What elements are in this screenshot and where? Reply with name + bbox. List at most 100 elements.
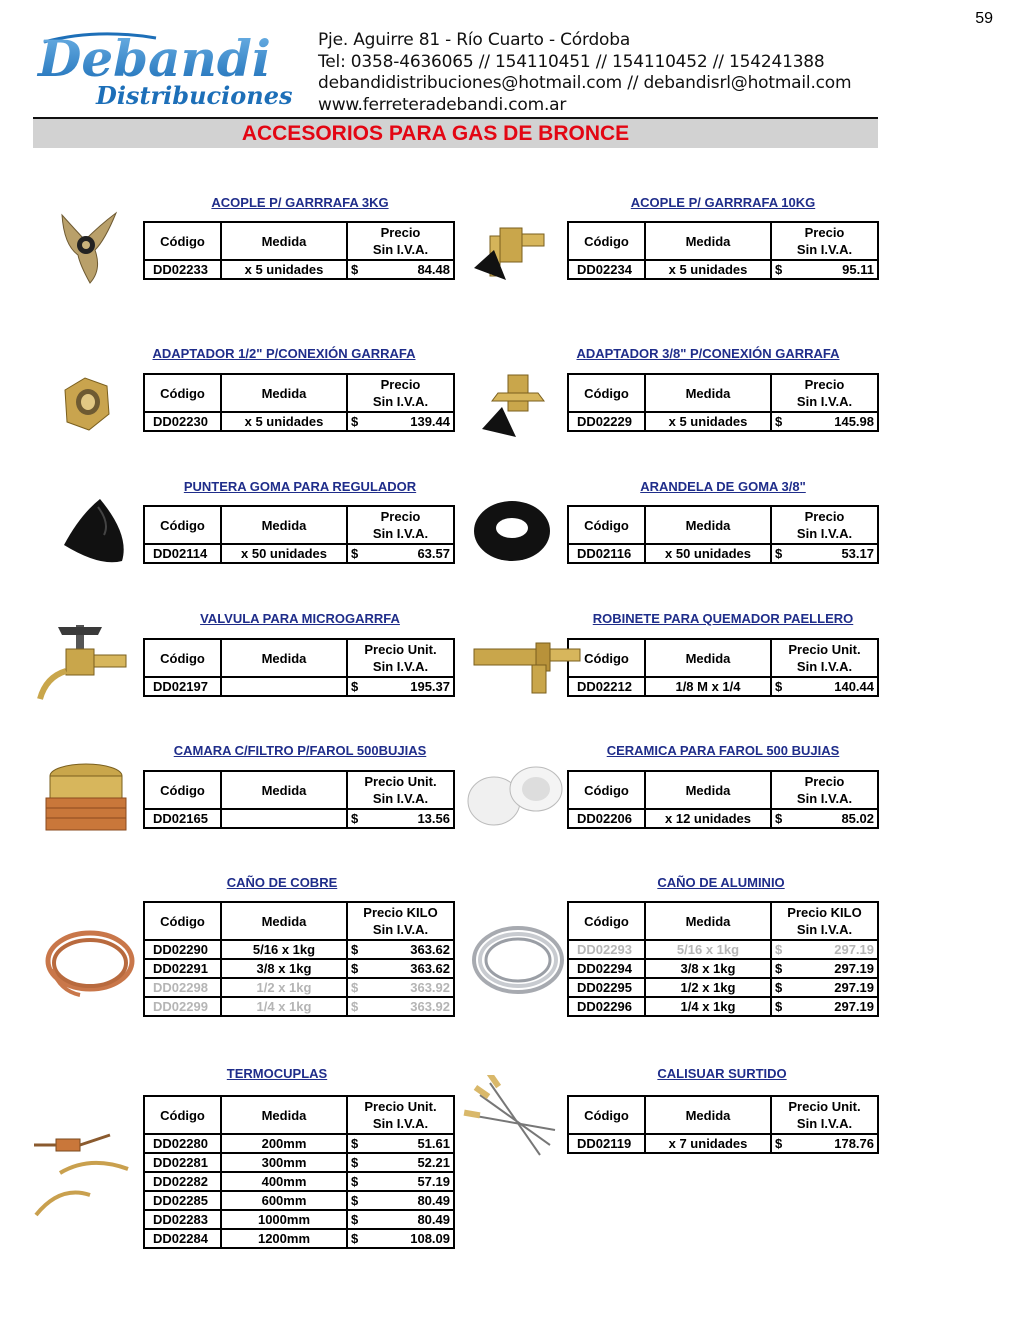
product-code: DD02230 [143, 411, 222, 432]
price-value: 363.92 [410, 999, 450, 1014]
product-price: $297.19 [770, 939, 879, 960]
product-code: DD02119 [567, 1133, 646, 1154]
price-value: 297.19 [834, 999, 874, 1014]
table-row: DD02294 3/8 x 1kg $297.19 [567, 958, 879, 979]
price-table: Código Medida Precio Sin I.V.A. DD02230 x 5 u… [143, 373, 455, 432]
product-price: $145.98 [770, 411, 879, 432]
currency-symbol: $ [775, 942, 783, 957]
filter-chamber-image [45, 763, 127, 831]
product-measure: 1/8 M x 1/4 [644, 676, 772, 697]
product-code: DD02293 [567, 939, 646, 960]
product-measure: 1200mm [220, 1228, 348, 1249]
product-price: $84.48 [346, 259, 455, 280]
product-measure: x 5 unidades [644, 259, 772, 280]
price-table: Código Medida Precio Unit. Sin I.V.A. DD0216… [143, 770, 455, 829]
product-title: CAMARA C/FILTRO P/FAROL 500BUJIAS [173, 743, 427, 758]
product-measure: 5/16 x 1kg [220, 939, 348, 960]
price-table: Código Medida Precio Unit. Sin I.V.A. DD0221… [567, 638, 879, 697]
table-row: DD02285 600mm $80.49 [143, 1190, 455, 1211]
product-code: DD02234 [567, 259, 646, 280]
header-measure: Medida [644, 505, 772, 545]
company-logo: Debandi Distribuciones [36, 29, 293, 110]
product-measure [220, 808, 348, 829]
copper-coil-image [45, 930, 135, 997]
header-price: Precio KILO Sin I.V.A. [770, 901, 879, 941]
emails-line: debandidistribuciones@hotmail.com // deb… [318, 73, 852, 93]
currency-symbol: $ [775, 1136, 783, 1151]
header-code: Código [567, 1095, 646, 1135]
table-row: DD02281 300mm $52.21 [143, 1152, 455, 1173]
product-title: ACOPLE P/ GARRRAFA 3KG [211, 195, 389, 210]
product-measure: 1/4 x 1kg [644, 996, 772, 1017]
header-measure: Medida [220, 638, 348, 678]
currency-symbol: $ [775, 414, 783, 429]
table-row: DD02290 5/16 x 1kg $363.62 [143, 939, 455, 960]
header-measure: Medida [644, 1095, 772, 1135]
product-code: DD02299 [143, 996, 222, 1017]
product-measure: 1/2 x 1kg [220, 977, 348, 998]
price-value: 85.02 [841, 811, 874, 826]
product-price: $140.44 [770, 676, 879, 697]
product-code: DD02280 [143, 1133, 222, 1154]
product-measure: 1/2 x 1kg [644, 977, 772, 998]
header-measure: Medida [644, 901, 772, 941]
header-price: Precio Sin I.V.A. [346, 373, 455, 413]
price-table: Código Medida Precio Unit. Sin I.V.A. DD0219… [143, 638, 455, 697]
header-price: Precio KILO Sin I.V.A. [346, 901, 455, 941]
header-price: Precio Sin I.V.A. [346, 221, 455, 261]
coupler-10kg-image [474, 227, 545, 280]
table-row: DD02230 x 5 unidades $139.44 [143, 411, 455, 432]
ceramic-image [467, 766, 563, 826]
product-measure: x 5 unidades [220, 259, 348, 280]
product-code: DD02294 [567, 958, 646, 979]
website-line: www.ferreteradebandi.com.ar [318, 94, 567, 115]
product-title: CAÑO DE ALUMINIO [657, 875, 785, 890]
table-row: DD02295 1/2 x 1kg $297.19 [567, 977, 879, 998]
header-measure: Medida [220, 770, 348, 810]
product-price: $363.62 [346, 958, 455, 979]
price-value: 363.62 [410, 942, 450, 957]
wing-coupler-image [61, 211, 118, 284]
currency-symbol: $ [351, 1136, 359, 1151]
price-value: 297.19 [834, 980, 874, 995]
table-row: DD02197 $195.37 [143, 676, 455, 697]
svg-text:Debandi: Debandi [36, 29, 271, 88]
header-price: Precio Sin I.V.A. [346, 505, 455, 545]
product-price: $95.11 [770, 259, 879, 280]
price-value: 51.61 [417, 1136, 450, 1151]
price-value: 52.21 [417, 1155, 450, 1170]
phones-line: Tel: 0358-4636065 // 154110451 // 154110… [318, 51, 825, 72]
product-measure: x 5 unidades [220, 411, 348, 432]
table-row: DD02119 x 7 unidades $178.76 [567, 1133, 879, 1154]
header-measure: Medida [220, 505, 348, 545]
product-measure: 1000mm [220, 1209, 348, 1230]
header-price: Precio Unit. Sin I.V.A. [346, 1095, 455, 1135]
product-price: $297.19 [770, 958, 879, 979]
table-row: DD02283 1000mm $80.49 [143, 1209, 455, 1230]
currency-symbol: $ [351, 546, 359, 561]
valve-image [37, 625, 127, 700]
header-measure: Medida [644, 770, 772, 810]
price-table: Código Medida Precio Sin I.V.A. DD02114 x 50 … [143, 505, 455, 564]
currency-symbol: $ [351, 1174, 359, 1189]
table-row: DD02229 x 5 unidades $145.98 [567, 411, 879, 432]
table-row: DD02233 x 5 unidades $84.48 [143, 259, 455, 280]
product-measure: x 12 unidades [644, 808, 772, 829]
page-number: 59 [975, 10, 993, 27]
currency-symbol: $ [351, 811, 359, 826]
currency-symbol: $ [351, 1155, 359, 1170]
product-title: CALISUAR SURTIDO [657, 1066, 787, 1081]
product-title: ADAPTADOR 1/2" P/CONEXIÓN GARRAFA [152, 346, 416, 361]
header-price: Precio Unit. Sin I.V.A. [346, 638, 455, 678]
header-price: Precio Sin I.V.A. [770, 770, 879, 810]
table-row: DD02299 1/4 x 1kg $363.92 [143, 996, 455, 1017]
price-table: Código Medida Precio KILO Sin I.V.A. DD02290… [143, 901, 455, 1017]
table-row: DD02296 1/4 x 1kg $297.19 [567, 996, 879, 1017]
currency-symbol: $ [351, 1231, 359, 1246]
price-value: 178.76 [834, 1136, 874, 1151]
currency-symbol: $ [351, 262, 359, 277]
table-row: DD02293 5/16 x 1kg $297.19 [567, 939, 879, 960]
product-price: $80.49 [346, 1190, 455, 1211]
price-table: Código Medida Precio KILO Sin I.V.A. DD02293… [567, 901, 879, 1017]
product-code: DD02284 [143, 1228, 222, 1249]
